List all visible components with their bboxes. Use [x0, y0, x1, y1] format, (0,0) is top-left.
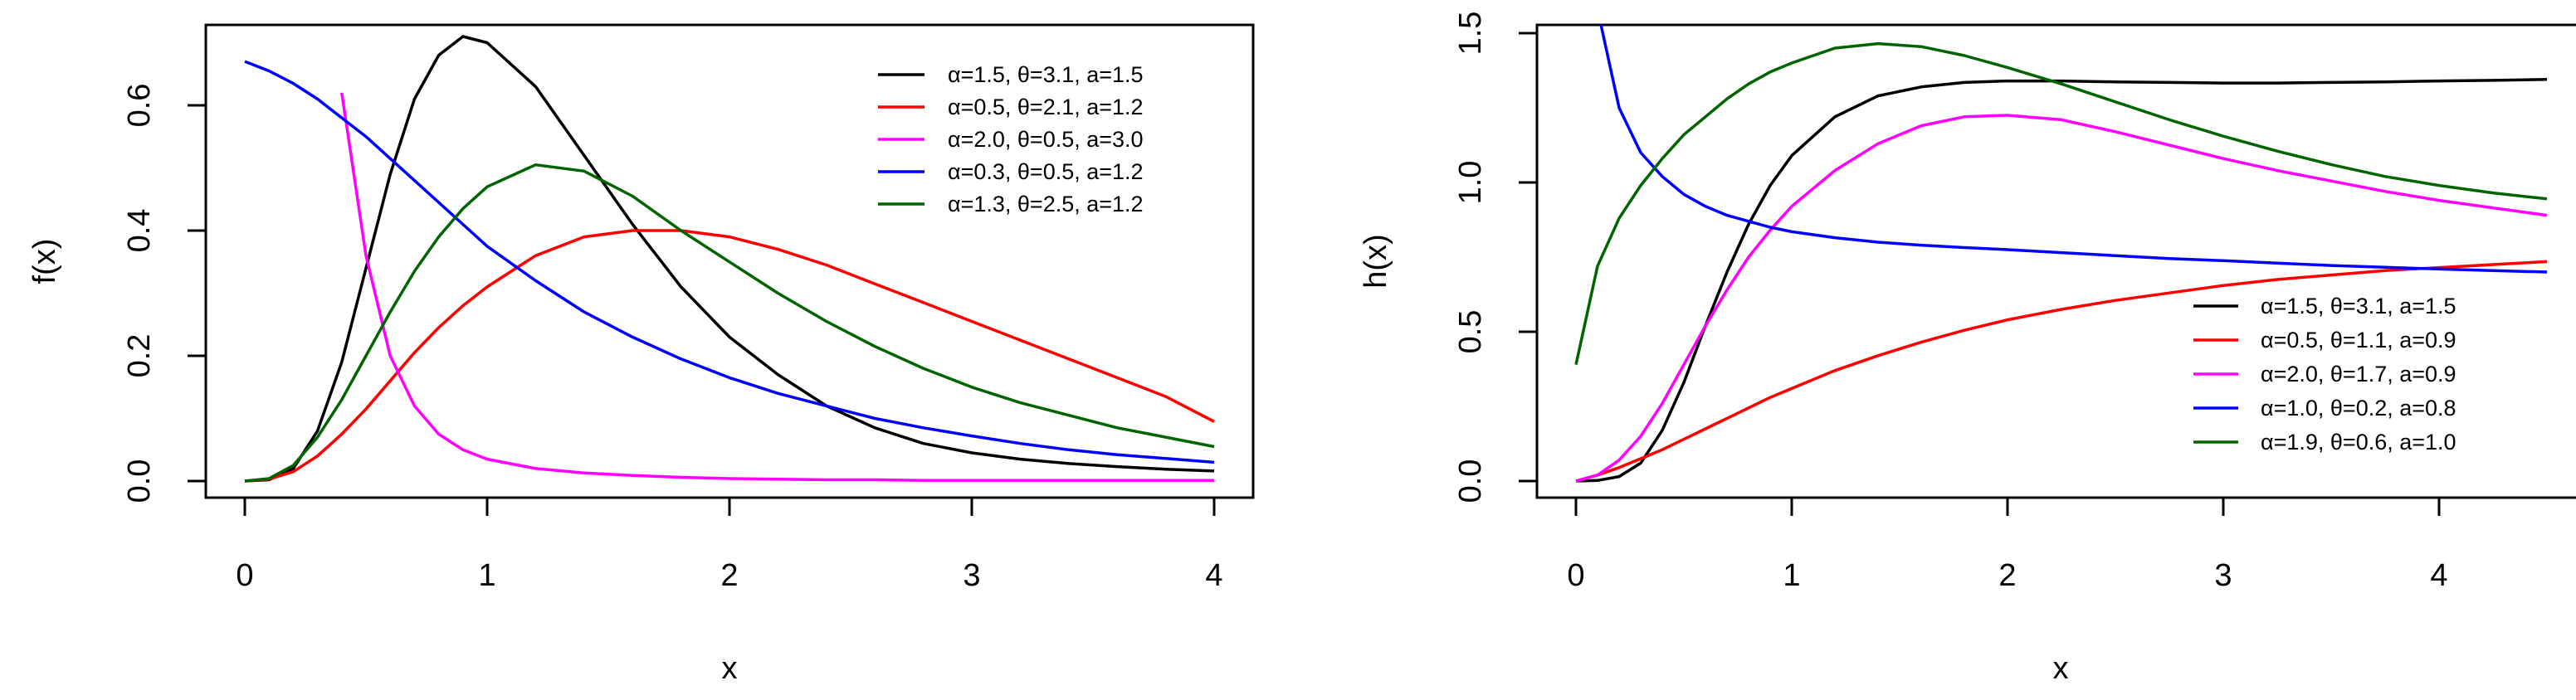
legend-label: α=1.5, θ=3.1, a=1.5: [2261, 294, 2456, 318]
series-line-blue: [244, 60, 1215, 464]
series-line-black: [244, 35, 1215, 483]
series-line-green: [1574, 41, 2548, 365]
y-tick-label: 1.0: [1453, 161, 1488, 205]
y-tick-label: 0.4: [122, 209, 157, 253]
series-line-red: [1575, 260, 2548, 483]
y-tick-label: 0.6: [122, 84, 157, 128]
series-line-magenta: [1575, 114, 2548, 483]
y-tick-label: 0.0: [122, 459, 157, 503]
x-tick-label: 2: [1998, 558, 2016, 593]
x-tick-label: 3: [2214, 558, 2232, 593]
x-tick-label: 3: [963, 558, 980, 593]
x-axis-title: x: [2053, 651, 2069, 686]
panel-density: 0 1 2 3 4 x 0.0 0.2 0.4 0.6 f(x) α=1.5, …: [27, 23, 1255, 686]
legend-label: α=0.5, θ=1.1, a=0.9: [2261, 328, 2456, 352]
series-line-green: [244, 163, 1215, 483]
legend-label: α=1.5, θ=3.1, a=1.5: [948, 62, 1144, 87]
series-line-magenta: [340, 92, 1214, 482]
series-line-black: [1575, 78, 2548, 483]
legend-label: α=2.0, θ=0.5, a=3.0: [948, 127, 1144, 152]
panel-hazard: 0 1 2 3 4 x 0.0 0.5 1.0 1.5 h(x) α=1.5, …: [1359, 12, 2576, 686]
x-tick-label: 1: [1783, 558, 1800, 593]
x-tick-label: 4: [2430, 558, 2447, 593]
y-tick-label: 0.5: [1453, 310, 1488, 354]
legend-label: α=1.9, θ=0.6, a=1.0: [2261, 430, 2456, 455]
series-line-red: [244, 229, 1215, 483]
legend: α=1.5, θ=3.1, a=1.5 α=0.5, θ=2.1, a=1.2 …: [878, 62, 1144, 216]
legend-label: α=0.3, θ=0.5, a=1.2: [948, 159, 1144, 184]
y-tick-label: 1.5: [1453, 12, 1488, 56]
x-tick-label: 4: [1205, 558, 1222, 593]
legend-label: α=1.0, θ=0.2, a=0.8: [2261, 396, 2456, 420]
legend-label: α=1.3, θ=2.5, a=1.2: [948, 192, 1144, 216]
x-tick-label: 0: [236, 558, 253, 593]
legend-label: α=0.5, θ=2.1, a=1.2: [948, 95, 1144, 119]
y-tick-label: 0.0: [1453, 459, 1488, 503]
x-tick-label: 1: [478, 558, 495, 593]
y-axis-title: h(x): [1359, 234, 1393, 288]
x-tick-label: 0: [1567, 558, 1584, 593]
series-line-blue: [1599, 25, 2548, 274]
x-axis-title: x: [722, 651, 738, 686]
x-tick-label: 2: [720, 558, 738, 593]
legend: α=1.5, θ=3.1, a=1.5 α=0.5, θ=1.1, a=0.9 …: [2193, 294, 2456, 455]
y-axis-title: f(x): [27, 239, 62, 284]
plot-frame: [1535, 23, 2576, 499]
legend-label: α=2.0, θ=1.7, a=0.9: [2261, 362, 2456, 386]
y-tick-label: 0.2: [122, 334, 157, 378]
